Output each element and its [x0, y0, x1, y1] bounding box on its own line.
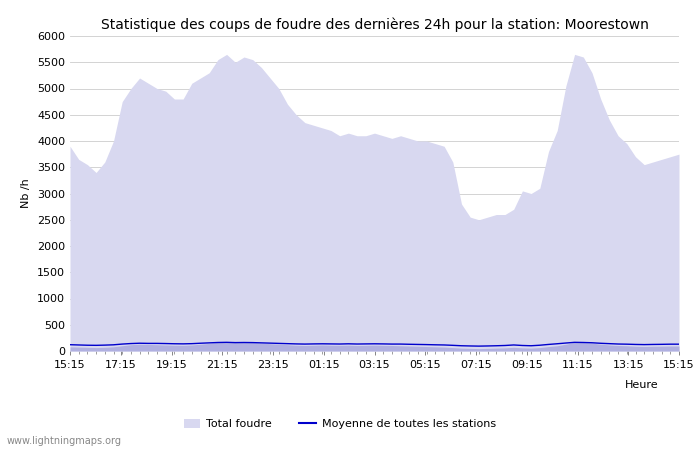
Y-axis label: Nb /h: Nb /h — [22, 179, 32, 208]
Title: Statistique des coups de foudre des dernières 24h pour la station: Moorestown: Statistique des coups de foudre des dern… — [101, 18, 648, 32]
Text: Heure: Heure — [624, 380, 658, 390]
Text: www.lightningmaps.org: www.lightningmaps.org — [7, 436, 122, 446]
Legend: Foudre détectée par Moorestown: Foudre détectée par Moorestown — [179, 446, 394, 450]
